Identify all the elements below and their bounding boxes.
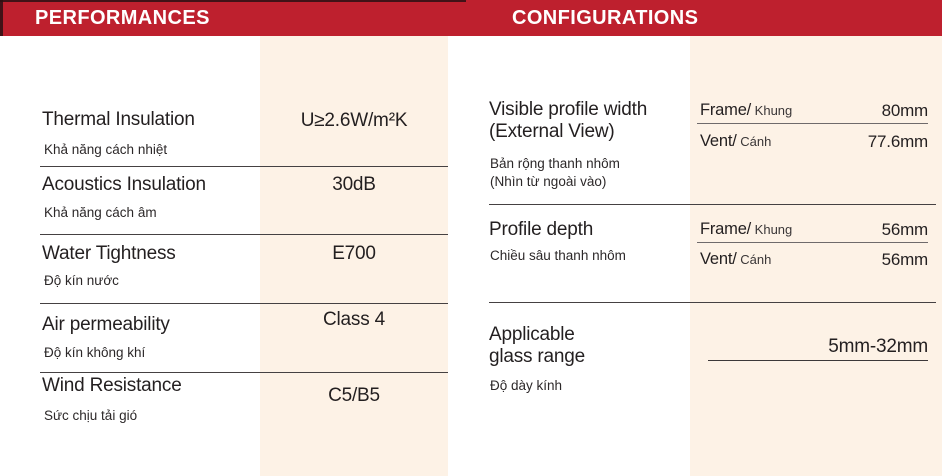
- config-label-visible-profile-width: Visible profile width (External View): [489, 99, 648, 142]
- entry-divider: [697, 123, 928, 124]
- perf-sublabel-air-permeability: Độ kín không khí: [44, 345, 146, 360]
- entry-frame-en: Frame/: [700, 220, 752, 238]
- entry-frame-en: Frame/: [700, 101, 752, 119]
- header-banner: [0, 0, 942, 36]
- row-divider: [40, 303, 448, 304]
- perf-label-thermal-insulation: Thermal Insulation: [42, 109, 195, 130]
- entry-frame-label: Frame/ Khung: [700, 101, 792, 120]
- config-label-profile-depth: Profile depth: [489, 219, 594, 240]
- row-divider: [40, 234, 448, 235]
- perf-label-acoustics-insulation: Acoustics Insulation: [42, 174, 206, 195]
- perf-value-wind-resistance: C5/B5: [328, 385, 380, 406]
- config-label-applicable-glass-range: Applicable glass range: [489, 324, 586, 367]
- entry-vent-vi: Cánh: [736, 134, 772, 149]
- entry-vent-vi: Cánh: [736, 252, 772, 267]
- perf-sublabel-water-tightness: Độ kín nước: [44, 273, 119, 288]
- config-sublabel-applicable-glass-range: Độ dày kính: [490, 378, 563, 393]
- configurations-value-band: [690, 36, 942, 476]
- entry-vent-value: 77.6mm: [867, 132, 928, 151]
- perf-label-water-tightness: Water Tightness: [42, 243, 176, 264]
- entry-frame-vi: Khung: [751, 103, 793, 118]
- glass-range-underline: [708, 360, 928, 361]
- performances-value-band: [260, 36, 448, 476]
- entry-frame-value: 80mm: [881, 101, 929, 120]
- entry-vent-label: Vent/ Cánh: [700, 250, 771, 269]
- perf-label-wind-resistance: Wind Resistance: [42, 375, 182, 396]
- entry-vent-value: 56mm: [881, 250, 929, 269]
- entry-vent-en: Vent/: [700, 132, 737, 150]
- config-sublabel-profile-depth: Chiều sâu thanh nhôm: [490, 248, 626, 263]
- perf-value-water-tightness: E700: [332, 243, 376, 264]
- perf-sublabel-wind-resistance: Sức chịu tải gió: [44, 408, 138, 423]
- row-divider: [40, 166, 448, 167]
- configurations-header: CONFIGURATIONS: [512, 7, 699, 29]
- perf-value-thermal-insulation: U≥2.6W/m²K: [300, 110, 408, 131]
- section-divider: [489, 204, 936, 205]
- row-divider: [40, 372, 448, 373]
- perf-value-air-permeability: Class 4: [323, 309, 385, 330]
- entry-divider: [697, 242, 928, 243]
- perf-value-acoustics-insulation: 30dB: [332, 174, 376, 195]
- banner-left-edge: [0, 0, 3, 36]
- entry-frame-value: 56mm: [881, 220, 929, 239]
- glass-range-value: 5mm-32mm: [828, 336, 928, 357]
- perf-label-air-permeability: Air permeability: [42, 314, 170, 335]
- perf-sublabel-acoustics-insulation: Khả năng cách âm: [44, 205, 157, 220]
- config-sublabel-visible-profile-width: Bản rộng thanh nhôm (Nhìn từ ngoài vào): [490, 156, 620, 189]
- performances-header: PERFORMANCES: [35, 7, 210, 29]
- entry-frame-vi: Khung: [751, 222, 793, 237]
- banner-top-edge: [0, 0, 466, 2]
- section-divider: [489, 302, 936, 303]
- entry-frame-label: Frame/ Khung: [700, 220, 792, 239]
- entry-vent-label: Vent/ Cánh: [700, 132, 771, 151]
- entry-vent-en: Vent/: [700, 250, 737, 268]
- perf-sublabel-thermal-insulation: Khả năng cách nhiệt: [44, 142, 168, 157]
